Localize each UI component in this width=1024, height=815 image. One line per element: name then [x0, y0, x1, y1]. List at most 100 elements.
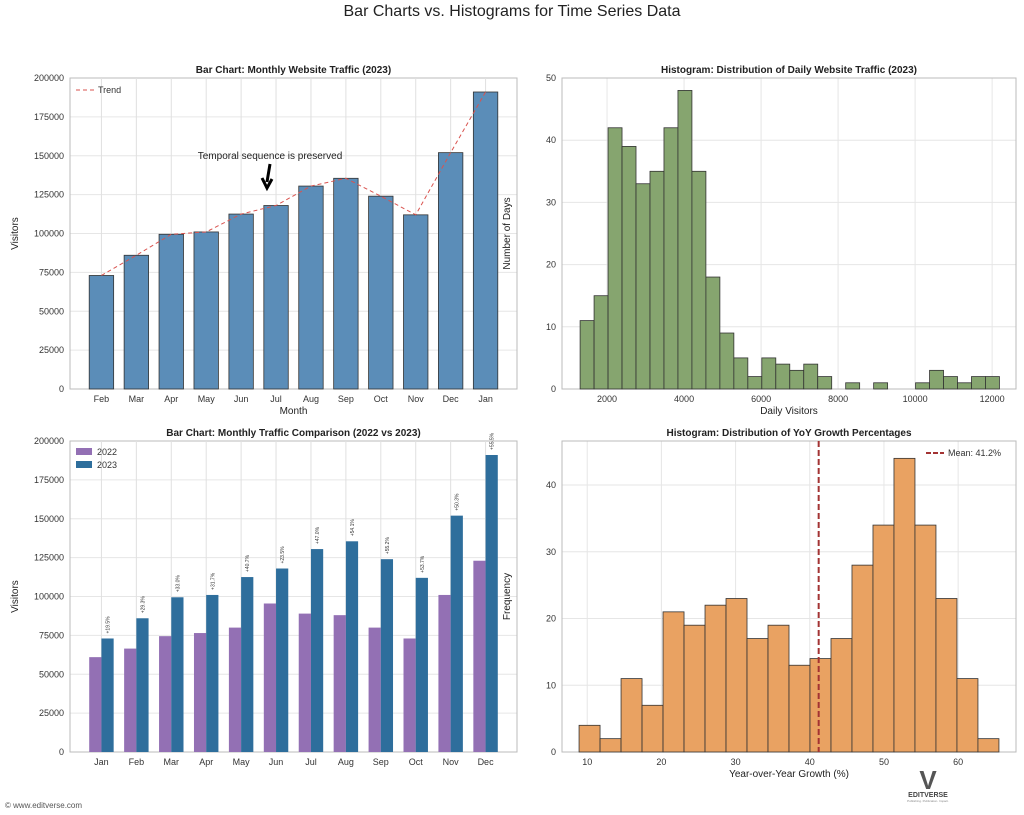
annotation-text: Temporal sequence is preserved — [198, 151, 343, 162]
growth-label: +47.0% — [315, 526, 321, 544]
legend-trend-label: Trend — [98, 85, 121, 95]
x-axis-label: Month — [280, 406, 308, 417]
histogram-bar — [649, 170, 665, 390]
histogram-bar — [719, 332, 735, 390]
y-axis-label: Visitors — [10, 217, 21, 250]
histogram-bar — [663, 127, 679, 390]
legend-swatch-2023 — [76, 461, 92, 468]
legend-mean-label: Mean: 41.2% — [948, 448, 1001, 458]
bar-Jan — [472, 91, 499, 390]
histogram-bar — [725, 598, 748, 753]
x-tick-label: 30 — [731, 757, 741, 767]
growth-label: +55.5% — [490, 432, 496, 450]
y-tick-label: 40 — [546, 480, 556, 490]
x-tick-label: 20 — [656, 757, 666, 767]
x-tick-label: Oct — [409, 757, 424, 767]
histogram-bar — [830, 638, 853, 753]
y-tick-label: 50000 — [39, 669, 64, 679]
y-tick-label: 150000 — [34, 151, 64, 161]
histogram-bar — [817, 376, 833, 390]
bar-2023-May — [241, 577, 254, 752]
x-tick-label: Dec — [478, 757, 495, 767]
y-tick-label: 125000 — [34, 553, 64, 563]
bar-Aug — [298, 185, 324, 390]
histogram-bar — [621, 146, 637, 390]
histogram-bar — [662, 611, 685, 753]
legend-label: 2023 — [97, 460, 117, 470]
growth-label: +23.5% — [280, 546, 286, 564]
y-tick-label: 100000 — [34, 592, 64, 602]
growth-label: +40.7% — [245, 554, 251, 572]
x-tick-label: 12000 — [980, 394, 1005, 404]
y-tick-label: 40 — [546, 135, 556, 145]
histogram-bar — [803, 363, 819, 390]
y-tick-label: 200000 — [34, 436, 64, 446]
bar-2023-Dec — [485, 454, 498, 752]
y-tick-label: 30 — [546, 197, 556, 207]
y-tick-label: 175000 — [34, 475, 64, 485]
histogram-bar — [872, 524, 895, 753]
bar-2022-Feb — [124, 648, 137, 752]
legend-swatch-2022 — [76, 448, 92, 455]
y-tick-label: 125000 — [34, 190, 64, 200]
bar-2023-Jun — [276, 568, 289, 752]
y-tick-label: 20 — [546, 260, 556, 270]
x-tick-label: 4000 — [674, 394, 694, 404]
bar-2022-Mar — [159, 636, 172, 752]
histogram-bar — [935, 598, 958, 753]
histogram-bar — [971, 376, 986, 390]
histogram-bar — [809, 658, 832, 753]
bar-2023-Oct — [415, 577, 428, 752]
bar-2023-Feb — [136, 618, 149, 752]
y-tick-label: 20 — [546, 614, 556, 624]
y-tick-label: 50 — [546, 73, 556, 83]
bar-2022-Aug — [333, 615, 346, 752]
histogram-bar — [789, 369, 805, 390]
histogram-bar — [929, 369, 944, 390]
x-tick-label: 50 — [879, 757, 889, 767]
x-tick-label: Aug — [303, 394, 319, 404]
x-tick-label: Apr — [199, 757, 213, 767]
x-tick-label: Jan — [478, 394, 493, 404]
bar-2022-Dec — [473, 560, 486, 752]
bar-2022-May — [228, 627, 242, 752]
growth-label: +50.3% — [455, 493, 461, 511]
histogram-bar — [599, 738, 622, 753]
histogram-bar — [593, 295, 609, 390]
histogram-bar — [683, 624, 706, 753]
y-axis-label: Visitors — [10, 580, 21, 613]
y-tick-label: 75000 — [39, 630, 64, 640]
histogram-bar — [851, 564, 874, 753]
bar-2022-Apr — [193, 633, 207, 752]
editverse-logo: V EDITVERSE Publishing. Publication. Impac… — [907, 765, 949, 803]
histogram-bar — [677, 90, 693, 390]
axes-frame — [69, 77, 518, 390]
growth-label: +33.0% — [175, 575, 181, 593]
growth-label: +53.7% — [420, 555, 426, 573]
chart-title: Bar Chart: Monthly Traffic Comparison (2… — [166, 428, 421, 439]
y-tick-label: 0 — [59, 384, 64, 394]
histogram-bar — [873, 382, 889, 390]
histogram-bar — [845, 382, 861, 390]
x-tick-label: Feb — [129, 757, 145, 767]
x-tick-label: Sep — [338, 394, 354, 404]
histogram-bar — [641, 704, 664, 753]
histogram-bar — [747, 376, 763, 390]
y-tick-label: 25000 — [39, 345, 64, 355]
bar-Apr — [158, 233, 184, 390]
annotation-arrow — [260, 163, 274, 192]
axes-frame — [69, 440, 518, 753]
x-tick-label: Nov — [443, 757, 460, 767]
y-tick-label: 175000 — [34, 112, 64, 122]
histogram-bar — [761, 357, 777, 390]
y-tick-label: 0 — [551, 747, 556, 757]
growth-label: +29.3% — [140, 596, 146, 614]
histogram-bar — [607, 127, 623, 390]
bar-2022-Sep — [368, 627, 381, 752]
histogram-bar — [704, 604, 727, 753]
histogram-bar — [705, 276, 721, 390]
y-tick-label: 10 — [546, 322, 556, 332]
histogram-bar — [943, 376, 958, 390]
bar-2023-Sep — [380, 559, 394, 752]
